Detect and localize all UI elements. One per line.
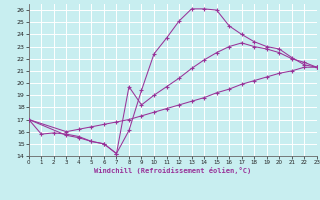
X-axis label: Windchill (Refroidissement éolien,°C): Windchill (Refroidissement éolien,°C)	[94, 167, 252, 174]
